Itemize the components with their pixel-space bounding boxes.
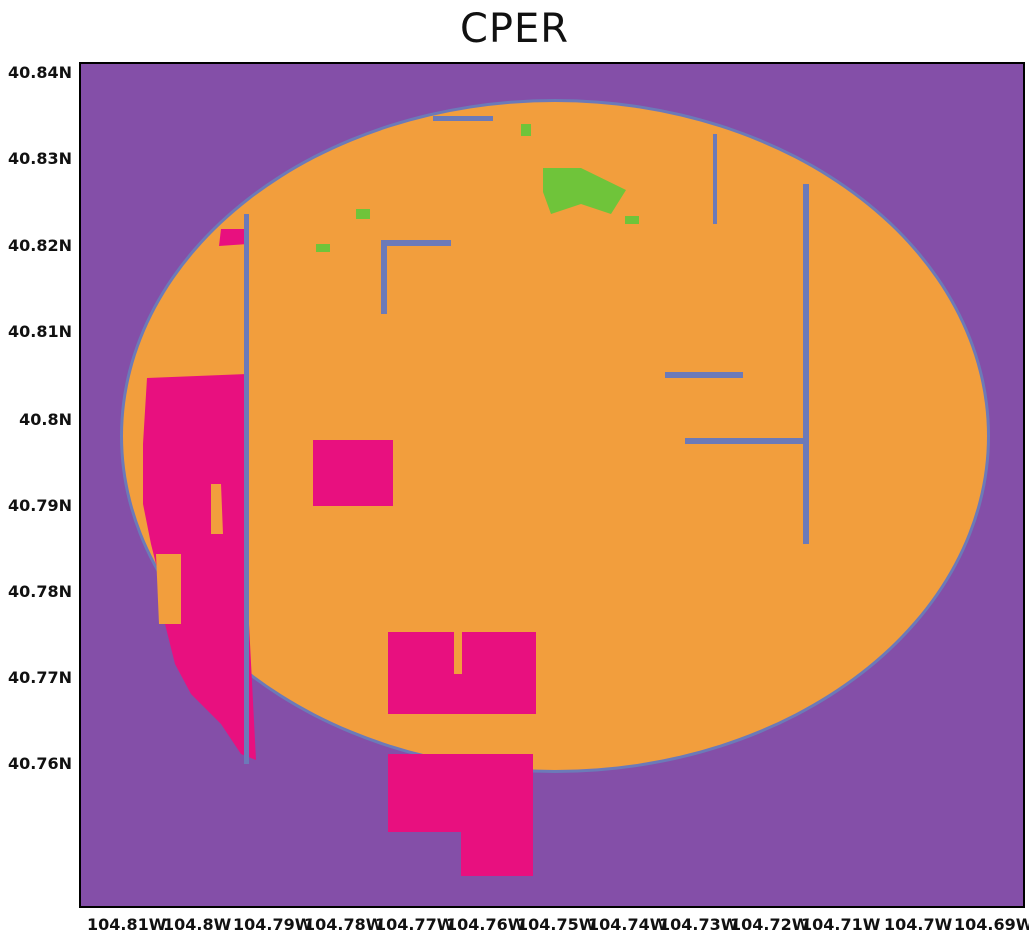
map-panel bbox=[79, 62, 1025, 908]
x-tick-label: 104.81W bbox=[87, 915, 167, 934]
x-tick-label: 104.69W bbox=[954, 915, 1029, 934]
x-tick-label: 104.72W bbox=[730, 915, 810, 934]
y-tick-label: 40.83N bbox=[8, 149, 72, 168]
x-tick-label: 104.79W bbox=[233, 915, 313, 934]
x-tick-label: 104.75W bbox=[517, 915, 597, 934]
cropland-gap bbox=[454, 632, 462, 674]
y-tick-label: 40.81N bbox=[8, 322, 72, 341]
x-tick-label: 104.77W bbox=[375, 915, 455, 934]
x-tick-label: 104.73W bbox=[659, 915, 739, 934]
grassland-region bbox=[123, 102, 987, 770]
x-tick-label: 104.74W bbox=[588, 915, 668, 934]
x-tick-label: 104.7W bbox=[884, 915, 953, 934]
x-tick-label: 104.78W bbox=[304, 915, 384, 934]
cropland-patch-center bbox=[313, 440, 393, 506]
y-tick-label: 40.8N bbox=[19, 410, 72, 429]
x-tick-label: 104.76W bbox=[446, 915, 526, 934]
y-tick-label: 40.79N bbox=[8, 496, 72, 515]
y-tick-label: 40.77N bbox=[8, 668, 72, 687]
cropland-west bbox=[143, 374, 256, 760]
y-tick-label: 40.78N bbox=[8, 582, 72, 601]
x-tick-label: 104.71W bbox=[801, 915, 881, 934]
map-title: CPER bbox=[459, 6, 570, 52]
x-tick-label: 104.8W bbox=[163, 915, 232, 934]
green-vegetation bbox=[316, 124, 639, 252]
y-tick-label: 40.82N bbox=[8, 236, 72, 255]
y-tick-label: 40.84N bbox=[8, 63, 72, 82]
cropland-patch-south-2 bbox=[388, 754, 533, 876]
cropland-patch-north bbox=[219, 229, 248, 246]
woody-features bbox=[244, 116, 809, 764]
y-tick-label: 40.76N bbox=[8, 754, 72, 773]
map-canvas bbox=[81, 64, 1023, 906]
